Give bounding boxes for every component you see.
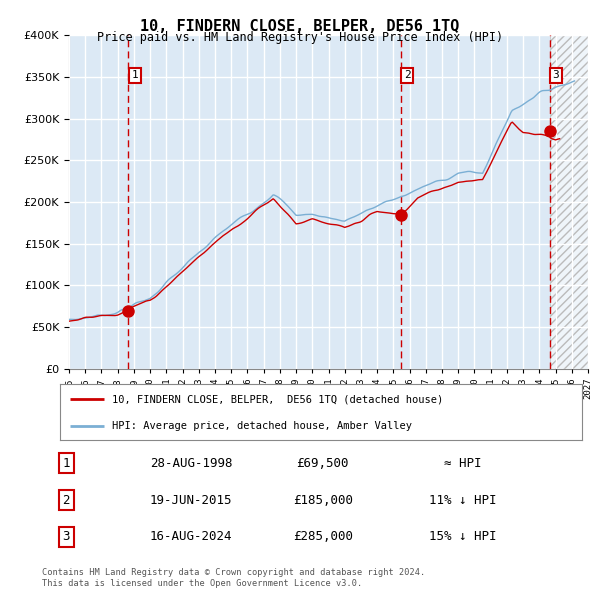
- Text: ≈ HPI: ≈ HPI: [445, 457, 482, 470]
- Text: 19-JUN-2015: 19-JUN-2015: [150, 493, 233, 507]
- Text: 11% ↓ HPI: 11% ↓ HPI: [430, 493, 497, 507]
- Text: £69,500: £69,500: [296, 457, 349, 470]
- Text: 2: 2: [62, 493, 70, 507]
- Text: 15% ↓ HPI: 15% ↓ HPI: [430, 530, 497, 543]
- Bar: [550, 35, 588, 369]
- Text: 3: 3: [62, 530, 70, 543]
- Text: 10, FINDERN CLOSE, BELPER, DE56 1TQ: 10, FINDERN CLOSE, BELPER, DE56 1TQ: [140, 19, 460, 34]
- Text: HPI: Average price, detached house, Amber Valley: HPI: Average price, detached house, Ambe…: [112, 421, 412, 431]
- Text: 28-AUG-1998: 28-AUG-1998: [150, 457, 233, 470]
- Text: This data is licensed under the Open Government Licence v3.0.: This data is licensed under the Open Gov…: [42, 579, 362, 588]
- Bar: [550, 35, 588, 369]
- Text: 1: 1: [131, 70, 138, 80]
- Text: 16-AUG-2024: 16-AUG-2024: [150, 530, 233, 543]
- Text: 2: 2: [404, 70, 410, 80]
- Text: £185,000: £185,000: [293, 493, 353, 507]
- Text: 3: 3: [553, 70, 559, 80]
- Text: Contains HM Land Registry data © Crown copyright and database right 2024.: Contains HM Land Registry data © Crown c…: [42, 568, 425, 576]
- Text: £285,000: £285,000: [293, 530, 353, 543]
- Text: 1: 1: [62, 457, 70, 470]
- Text: Price paid vs. HM Land Registry's House Price Index (HPI): Price paid vs. HM Land Registry's House …: [97, 31, 503, 44]
- Text: 10, FINDERN CLOSE, BELPER,  DE56 1TQ (detached house): 10, FINDERN CLOSE, BELPER, DE56 1TQ (det…: [112, 394, 443, 404]
